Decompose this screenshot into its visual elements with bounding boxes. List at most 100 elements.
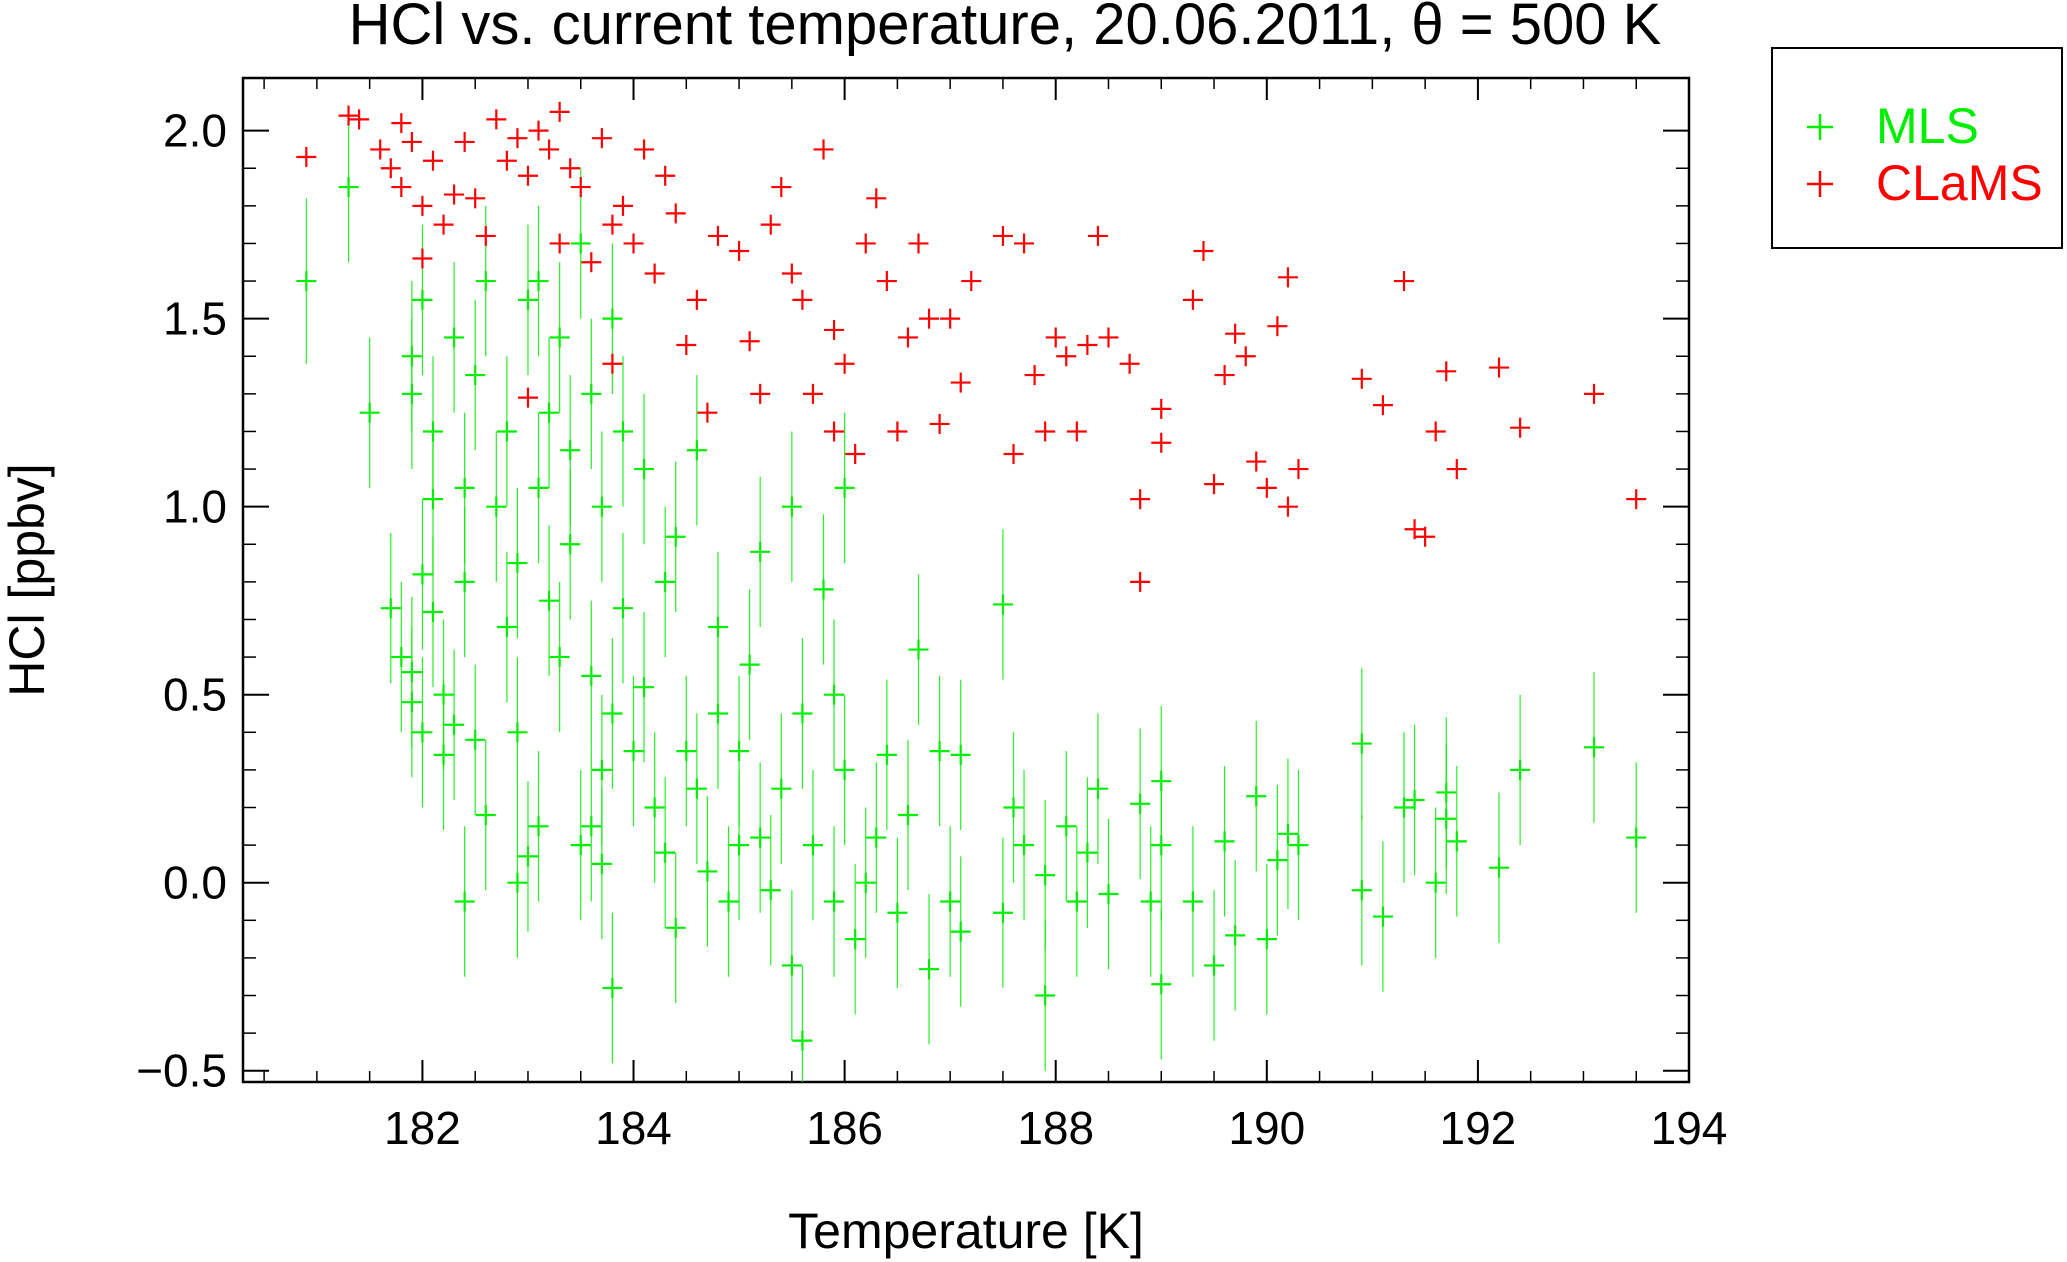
mls-point <box>1003 797 1024 818</box>
clams-point <box>486 109 507 130</box>
clams-point <box>950 372 971 393</box>
mls-point <box>792 703 813 724</box>
mls-point <box>1151 835 1172 856</box>
clams-point <box>929 413 950 434</box>
clams-point <box>380 158 401 179</box>
mls-point <box>623 741 644 762</box>
clams-point <box>845 444 866 465</box>
mls-point <box>1425 872 1446 893</box>
mls-point <box>549 327 570 348</box>
mls-point <box>834 477 855 498</box>
clams-point <box>507 128 528 149</box>
mls-point <box>845 929 866 950</box>
mls-point <box>475 805 496 826</box>
clams-point <box>1056 346 1077 367</box>
mls-point <box>1256 929 1277 950</box>
mls-point <box>781 496 802 517</box>
clams-point <box>391 113 412 134</box>
clams-point <box>1045 327 1066 348</box>
mls-point <box>866 827 887 848</box>
y-tick-label: −0.5 <box>136 1045 227 1097</box>
clams-point <box>1087 225 1108 246</box>
mls-point <box>1056 816 1077 837</box>
mls-point <box>560 440 581 461</box>
clams-point <box>760 214 781 235</box>
mls-point <box>444 714 465 735</box>
clams-point <box>1098 327 1119 348</box>
plot-area <box>241 76 1691 1084</box>
legend-label-clams: CLaMS <box>1876 155 2043 211</box>
legend: MLS CLaMS <box>1771 47 2063 249</box>
y-tick-labels: −0.5 0.0 0.5 1.0 1.5 2.0 <box>136 105 227 1097</box>
clams-point <box>802 383 823 404</box>
mls-point <box>454 477 475 498</box>
clams-point <box>549 233 570 254</box>
clams-point <box>707 225 728 246</box>
mls-point <box>919 959 940 980</box>
clams-point <box>855 233 876 254</box>
clams-point <box>655 165 676 186</box>
clams-point <box>1077 334 1098 355</box>
clams-point <box>581 252 602 273</box>
mls-point <box>581 816 602 837</box>
clams-point <box>296 146 317 167</box>
axis-ticks <box>243 78 1690 1082</box>
mls-error-bars <box>305 111 1637 1082</box>
clams-point <box>1066 421 1087 442</box>
clams-point <box>1626 489 1647 510</box>
clams-point <box>1182 289 1203 310</box>
mls-point <box>401 692 422 713</box>
legend-box <box>1771 47 2063 249</box>
mls-point <box>729 741 750 762</box>
clams-point <box>665 203 686 224</box>
clams-point <box>370 139 391 160</box>
mls-point <box>433 744 454 765</box>
legend-marker-clams <box>1807 171 1833 197</box>
clams-point <box>739 331 760 352</box>
mls-point <box>1626 827 1647 848</box>
mls-point <box>950 921 971 942</box>
clams-point <box>412 248 433 269</box>
plot-frame <box>241 76 1691 1084</box>
mls-point <box>602 977 623 998</box>
mls-point <box>401 346 422 367</box>
legend-marker-mls <box>1807 114 1833 140</box>
mls-point <box>1225 925 1246 946</box>
x-tick-labels: 182 184 186 188 190 192 194 <box>384 1102 1727 1154</box>
clams-point <box>824 421 845 442</box>
mls-point <box>1214 831 1235 852</box>
mls-point <box>1035 985 1056 1006</box>
clams-point <box>897 327 918 348</box>
mls-point <box>591 759 612 780</box>
mls-point <box>422 601 443 622</box>
mls-point <box>992 594 1013 615</box>
clams-point <box>676 334 697 355</box>
mls-point <box>496 617 517 638</box>
mls-point <box>1584 737 1605 758</box>
x-tick-label: 184 <box>595 1102 672 1154</box>
mls-point <box>412 564 433 585</box>
clams-point <box>1446 459 1467 480</box>
mls-point <box>665 917 686 938</box>
clams-point <box>1235 346 1256 367</box>
clams-point <box>422 150 443 171</box>
clams-point <box>1436 361 1457 382</box>
clams-point <box>433 214 454 235</box>
clams-point <box>1267 316 1288 337</box>
mls-point <box>549 647 570 668</box>
mls-point <box>771 778 792 799</box>
clams-point <box>539 139 560 160</box>
x-tick-label: 190 <box>1228 1102 1305 1154</box>
clams-point <box>1225 323 1246 344</box>
y-tick-label: 0.5 <box>163 669 227 721</box>
clams-point <box>781 263 802 284</box>
mls-point <box>539 402 560 423</box>
clams-point <box>834 353 855 374</box>
mls-point <box>834 759 855 780</box>
mls-point <box>475 271 496 292</box>
mls-point <box>507 722 528 743</box>
clams-point <box>792 289 813 310</box>
clams-point <box>517 165 538 186</box>
clams-point <box>1130 571 1151 592</box>
